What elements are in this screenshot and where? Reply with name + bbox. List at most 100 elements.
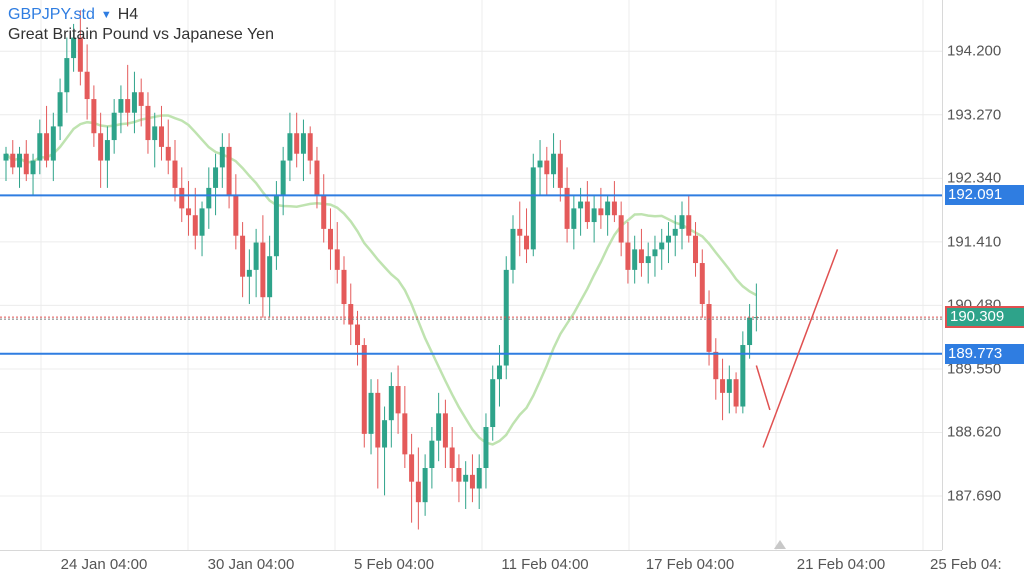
candle-body [91, 99, 97, 134]
candle-body [104, 140, 110, 161]
price-tick-label: 191.410 [947, 233, 1002, 251]
candle-body [327, 228, 333, 250]
symbol-label[interactable]: GBPJPY.std [8, 6, 95, 23]
candle-body [158, 126, 164, 147]
candle-body [605, 201, 611, 216]
candle-body [693, 235, 699, 264]
candle-body [686, 215, 692, 236]
candlestick-chart[interactable] [0, 0, 942, 550]
candle-body [375, 392, 381, 448]
candle-body [564, 187, 570, 229]
candle-body [510, 228, 516, 270]
time-tick-label: 11 Feb 04:00 [501, 556, 589, 573]
candle-body [145, 105, 151, 141]
candle-body [84, 71, 90, 100]
candle-body [172, 160, 178, 188]
candle-body [584, 201, 590, 223]
candle-body [571, 208, 577, 229]
candle-body [334, 249, 340, 270]
candle-body [10, 153, 16, 168]
triangle-up-icon[interactable] [774, 540, 786, 549]
chart-area[interactable] [0, 0, 942, 550]
support-price-badge: 189.773 [945, 343, 1024, 364]
candle-body [219, 146, 225, 168]
candle-body [260, 242, 266, 298]
candle-body [517, 228, 523, 236]
candle-body [436, 413, 442, 441]
time-axis[interactable]: 24 Jan 04:00 30 Jan 04:00 5 Feb 04:00 11 Fe… [0, 550, 1002, 577]
candle-body [625, 242, 631, 270]
candle-body [314, 160, 320, 195]
candle-body [679, 215, 685, 229]
candle-body [726, 379, 732, 393]
price-tick-label: 192.340 [947, 169, 1002, 187]
time-tick-label: 25 Feb 04: [930, 556, 1002, 573]
price-tick-label: 187.690 [947, 487, 1002, 505]
time-tick-label: 24 Jan 04:00 [60, 556, 148, 573]
candle-body [429, 440, 435, 469]
candle-body [30, 160, 36, 175]
candle-body [37, 133, 43, 161]
candle-body [98, 133, 104, 161]
candle-body [77, 37, 83, 72]
candle-body [456, 468, 462, 482]
candle-body [706, 304, 712, 352]
price-tick-label: 188.620 [947, 423, 1002, 441]
candle-body [287, 133, 293, 161]
candle-body [71, 37, 77, 59]
candle-body [395, 386, 401, 414]
candle-body [368, 392, 374, 434]
candle-body [3, 153, 9, 161]
candle-body [64, 58, 70, 93]
candle-body [355, 324, 361, 346]
symbol-row: GBPJPY.std ▼ H4 [8, 6, 274, 24]
candle-body [415, 481, 421, 503]
candle-body [307, 133, 313, 161]
price-axis[interactable]: 194.200193.270192.340191.410190.480189.5… [942, 0, 1024, 550]
candle-body [652, 249, 658, 257]
candle-body [476, 468, 482, 489]
candle-body [598, 208, 604, 216]
candle-body [713, 351, 719, 380]
time-tick-label: 30 Jan 04:00 [207, 556, 295, 573]
resistance-price-badge: 192.091 [945, 185, 1024, 206]
timeframe-label[interactable]: H4 [117, 6, 139, 23]
candle-body [463, 474, 469, 482]
candle-body [645, 256, 651, 264]
candle-body [557, 153, 563, 188]
symbol-description: Great Britain Pound vs Japanese Yen [8, 26, 274, 43]
candle-body [442, 413, 448, 448]
candle-body [618, 215, 624, 243]
candle-body [57, 92, 63, 127]
candle-body [213, 167, 219, 188]
candle-body [422, 468, 428, 503]
candle-body [578, 201, 584, 209]
candle-body [665, 235, 671, 243]
trendline-drawing [755, 365, 771, 411]
candle-body [50, 126, 56, 161]
candle-body [199, 208, 205, 236]
trendline-drawing [762, 249, 839, 448]
candle-body [632, 249, 638, 270]
candle-body [125, 99, 131, 113]
candle-body [246, 269, 252, 277]
candle-body [192, 215, 198, 236]
candle-body [409, 454, 415, 482]
candle-body [152, 126, 158, 141]
candle-body [138, 92, 144, 106]
candle-body [206, 187, 212, 209]
candle-body [720, 379, 726, 393]
candle-body [733, 379, 739, 407]
candle-body [382, 420, 388, 448]
candle-body [672, 228, 678, 236]
candle-body [638, 249, 644, 264]
candle-body [179, 187, 185, 209]
price-tick-label: 193.270 [947, 106, 1002, 124]
candle-body [361, 345, 367, 434]
candle-body [524, 235, 530, 250]
candle-body [699, 263, 705, 305]
candle-body [118, 99, 124, 113]
candle-body [111, 112, 117, 141]
time-tick-label: 17 Feb 04:00 [645, 556, 735, 573]
triangle-down-icon[interactable]: ▼ [100, 9, 112, 21]
